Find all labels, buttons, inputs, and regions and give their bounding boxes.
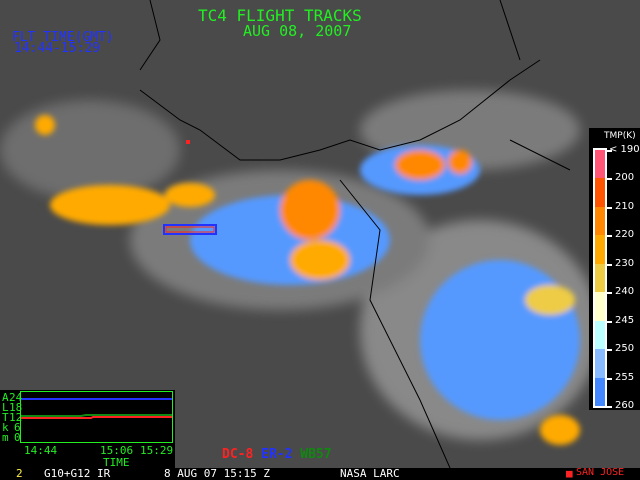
y-label-a: A: [2, 391, 9, 404]
color-bar-segment: [595, 178, 605, 207]
x-tick: 14:44: [24, 444, 58, 457]
legend-tick: [606, 406, 612, 408]
legend-tick: [606, 263, 612, 266]
source-label: NASA LARC: [340, 467, 400, 480]
legend-label: 260: [615, 400, 635, 411]
legend-tick: [606, 206, 612, 209]
altitude-plot-area: [20, 391, 173, 443]
legend-tick: [606, 292, 612, 295]
flight-time-range: 14:44-15:29: [14, 41, 101, 56]
legend-label: 200: [615, 172, 635, 184]
legend-header: TMP(K): [604, 131, 636, 141]
legend-label: 230: [615, 257, 635, 269]
location-label: SAN JOSE: [576, 467, 625, 478]
flight-time-label: FLT TIME(GMT): [12, 30, 114, 45]
color-bar-segment: [595, 150, 605, 179]
y-tick: 18: [9, 401, 23, 414]
status-bar: 2 G10+G12 IR 8 AUG 07 15:15 Z NASA LARC …: [0, 468, 640, 480]
legend-tick: [606, 178, 612, 181]
x-tick: 15:06: [100, 444, 134, 457]
x-axis-label: TIME: [103, 456, 130, 469]
aircraft-dc8: DC-8: [222, 447, 254, 462]
legend-tick: [606, 320, 612, 323]
temperature-legend: TMP(K) < 190 200 210 220 230 240 245 250 255 260: [589, 128, 640, 411]
y-label-l: L: [2, 401, 9, 414]
color-bar-segment: [595, 206, 605, 236]
legend-label: 245: [615, 314, 635, 326]
legend-tick: [606, 235, 612, 238]
color-bar-segment: [595, 320, 605, 350]
legend-label: 255: [615, 371, 635, 383]
page-title: TC4 FLIGHT TRACKS: [198, 6, 362, 25]
color-bar-segment: [595, 263, 605, 293]
color-bar-segment: [595, 235, 605, 264]
altitude-lines: [21, 398, 172, 419]
aircraft-er2: ER-2: [261, 447, 293, 462]
frame-number: 2: [16, 467, 23, 480]
datetime-label: 8 AUG 07 15:15 Z: [164, 467, 270, 480]
legend-label: 220: [615, 229, 635, 241]
legend-label: < 190: [609, 144, 640, 155]
legend-label: 250: [615, 343, 635, 355]
satellite-ir-image: [0, 0, 640, 468]
altitude-plot: A L T k m 24 18 12 6 0 14:44 15:06 15:29…: [0, 390, 175, 469]
legend-tick: [606, 349, 612, 352]
y-tick: 12: [9, 411, 23, 424]
color-bar-segment: [595, 349, 605, 378]
sensor-label: G10+G12 IR: [44, 467, 111, 480]
y-tick: 6: [14, 421, 21, 434]
legend-label: 210: [615, 200, 635, 212]
aircraft-wb57: WB57: [300, 447, 332, 462]
y-label-k: k: [2, 421, 9, 434]
aircraft-legend: DC-8 ER-2 WB57: [222, 447, 332, 462]
dc8-altitude-line: [21, 416, 172, 419]
x-tick: 15:29: [140, 444, 174, 457]
legend-label: 240: [615, 286, 635, 298]
date-subtitle: AUG 08, 2007: [243, 22, 352, 40]
wb57-altitude-line: [21, 414, 172, 417]
color-bar: [593, 148, 607, 408]
y-label-t: T: [2, 411, 9, 424]
color-bar-segment: [595, 377, 605, 406]
y-tick: 0: [14, 431, 21, 444]
san-jose-marker-icon: ■: [566, 467, 573, 480]
y-label-m: m: [2, 431, 9, 444]
legend-tick: [606, 377, 612, 380]
legend-tick: [606, 150, 612, 152]
y-tick: 24: [9, 391, 23, 404]
color-bar-segment: [595, 292, 605, 321]
